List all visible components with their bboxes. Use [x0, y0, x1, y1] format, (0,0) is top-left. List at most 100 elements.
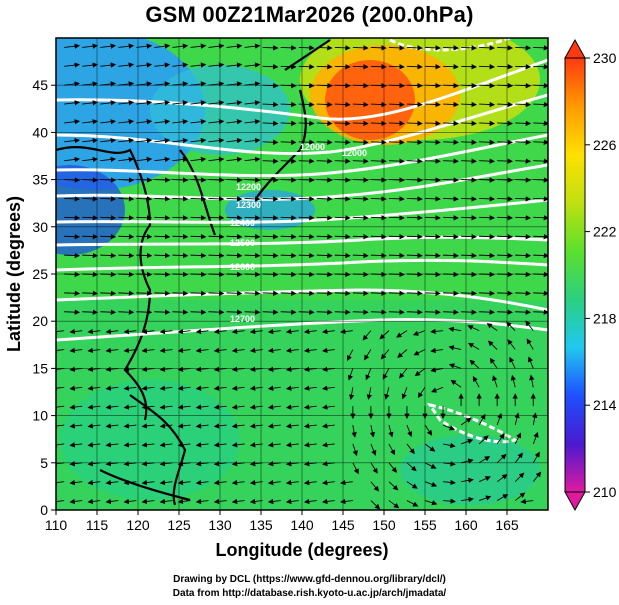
wind-arrow	[479, 252, 496, 259]
wind-arrow	[506, 321, 516, 331]
wind-arrow	[424, 158, 441, 164]
wind-arrow	[159, 328, 173, 335]
wind-arrow	[424, 500, 438, 506]
wind-arrow	[298, 64, 315, 70]
wind-arrow	[118, 196, 135, 202]
wind-arrow	[316, 64, 333, 70]
wind-arrow	[267, 442, 281, 448]
wind-arrow	[267, 385, 281, 391]
wind-arrow	[177, 328, 191, 335]
wind-arrow	[208, 252, 225, 259]
wind-arrow	[370, 290, 387, 296]
wind-arrow	[478, 495, 492, 501]
wind-arrow	[497, 101, 514, 108]
wind-arrow	[244, 62, 261, 68]
wind-arrow	[244, 309, 261, 315]
contour-label: 12400	[230, 218, 255, 228]
wind-arrow	[64, 156, 80, 163]
wind-arrow	[226, 290, 243, 296]
wind-arrow	[461, 196, 477, 202]
wind-arrow	[532, 431, 539, 445]
wind-arrow	[298, 120, 315, 127]
wind-arrow	[105, 347, 119, 354]
wind-arrow	[532, 412, 538, 426]
wind-arrow	[208, 215, 225, 221]
wind-arrow	[303, 385, 317, 391]
wind-arrow	[352, 45, 369, 51]
wind-arrow	[461, 64, 477, 70]
wind-arrow	[118, 137, 135, 144]
wind-arrow	[159, 479, 173, 486]
wind-arrow	[159, 347, 173, 354]
wind-arrow	[141, 404, 155, 410]
wind-arrow	[298, 252, 315, 259]
wind-arrow	[533, 233, 548, 240]
wind-arrow	[82, 100, 99, 106]
wind-arrow	[468, 342, 480, 350]
wind-arrow	[334, 215, 351, 221]
wind-arrow	[231, 385, 245, 391]
x-tick-label: 130	[208, 517, 232, 533]
wind-arrow	[82, 119, 99, 125]
wind-arrow	[56, 479, 65, 486]
wind-arrow	[141, 385, 155, 391]
wind-arrow	[472, 376, 480, 388]
wind-arrow	[533, 101, 548, 108]
wind-arrow	[370, 196, 387, 202]
wind-arrow	[213, 498, 227, 505]
wind-arrow	[461, 233, 477, 240]
wind-arrow	[352, 215, 369, 221]
wind-arrow	[231, 498, 245, 505]
wind-arrow	[87, 328, 101, 335]
wind-arrow	[285, 479, 299, 486]
wind-arrow	[334, 101, 351, 108]
wind-arrow	[82, 43, 99, 49]
wind-arrow	[56, 498, 65, 505]
wind-arrow	[496, 474, 508, 483]
wind-arrow	[118, 119, 135, 125]
wind-arrow	[533, 252, 548, 259]
wind-arrow	[461, 120, 477, 127]
wind-arrow	[87, 404, 101, 410]
wind-arrow	[82, 252, 99, 259]
wind-arrow	[496, 453, 507, 464]
wind-arrow	[352, 120, 369, 127]
wind-arrow	[461, 139, 477, 145]
wind-arrow	[334, 120, 351, 127]
wind-arrow	[442, 479, 456, 486]
wind-arrow	[366, 387, 372, 400]
wind-arrow	[154, 233, 171, 240]
contour-label: 12500	[230, 238, 255, 248]
wind-arrow	[525, 320, 534, 331]
wind-arrow	[450, 379, 462, 388]
x-tick-label: 120	[126, 517, 150, 533]
wind-arrow	[303, 404, 317, 410]
wind-arrow	[489, 357, 498, 369]
wind-arrow	[82, 156, 99, 163]
wind-arrow	[532, 471, 542, 482]
wind-arrow	[136, 62, 153, 68]
wind-arrow	[442, 424, 456, 431]
wind-arrow	[321, 328, 335, 335]
wind-arrow	[244, 156, 261, 163]
wind-arrow	[321, 404, 335, 410]
wind-arrow	[430, 328, 444, 335]
wind-arrow	[136, 252, 153, 259]
wind-arrow	[532, 451, 540, 464]
wind-arrow	[105, 442, 119, 448]
wind-arrow	[406, 252, 423, 259]
wind-arrow	[195, 498, 209, 505]
wind-arrow	[159, 423, 173, 429]
wind-arrow	[388, 158, 405, 164]
wind-arrow	[515, 64, 532, 70]
wind-arrow	[69, 347, 83, 354]
wind-arrow	[388, 481, 399, 491]
wind-arrow	[105, 479, 119, 486]
wind-arrow	[365, 368, 372, 381]
wind-arrow	[154, 309, 171, 315]
wind-arrow	[424, 462, 437, 469]
wind-arrow	[478, 435, 489, 445]
wind-arrow	[208, 233, 225, 240]
wind-arrow	[100, 62, 117, 68]
